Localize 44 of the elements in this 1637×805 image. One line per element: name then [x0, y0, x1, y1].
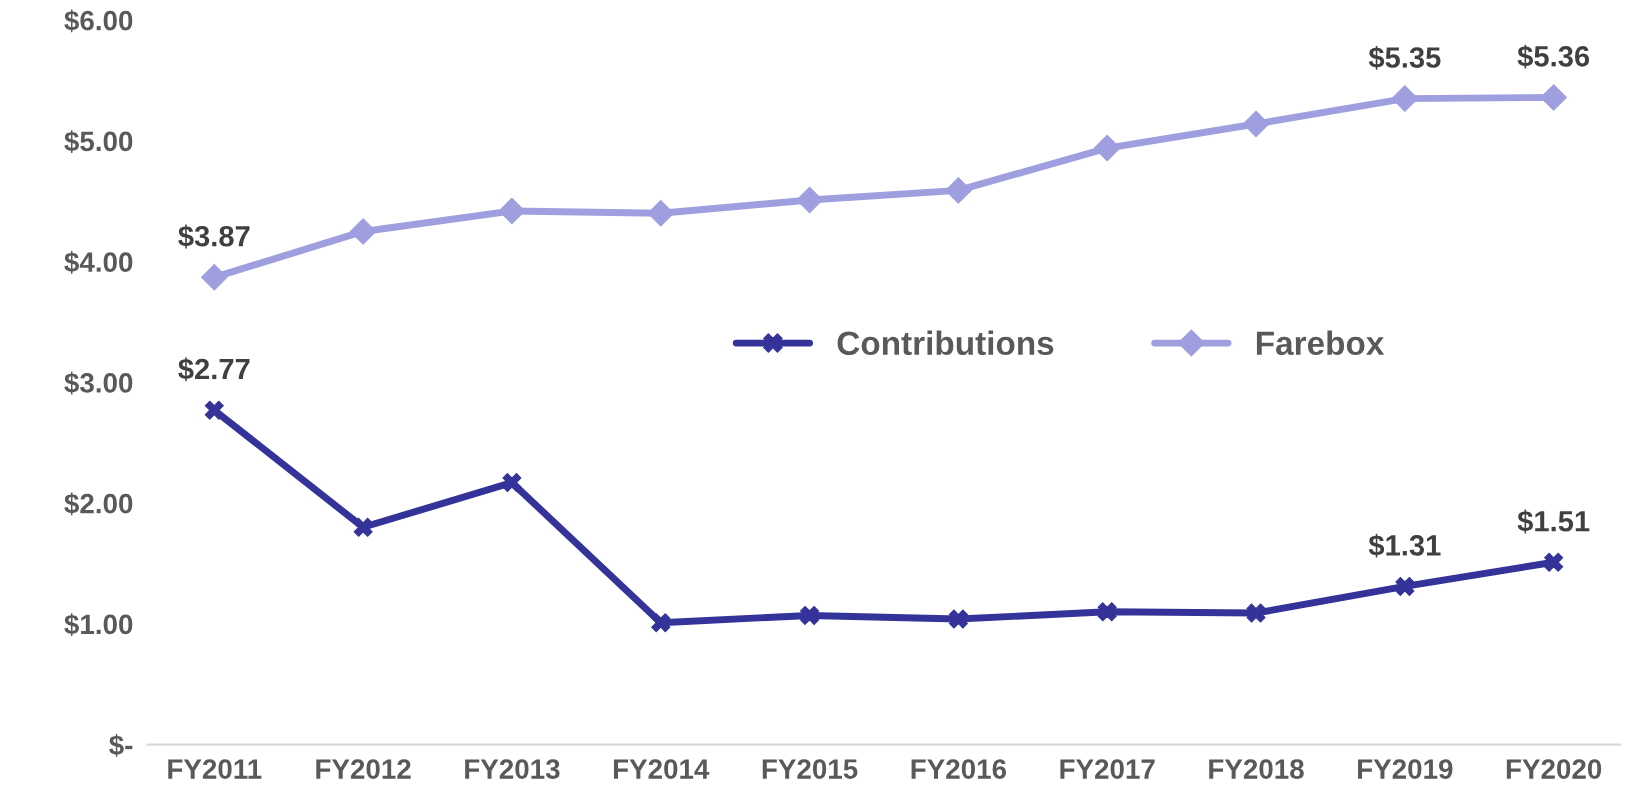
data-label: $1.31 — [1368, 533, 1441, 558]
point — [353, 517, 373, 537]
point — [1391, 85, 1419, 112]
x-tick-label: FY2018 — [1209, 759, 1304, 779]
x-tick-label: FY2020 — [1506, 759, 1602, 779]
x-tick-label: FY2017 — [1060, 759, 1155, 779]
data-label: $1.51 — [1517, 509, 1590, 534]
point — [796, 186, 823, 214]
data-label: $5.35 — [1368, 45, 1441, 70]
point — [800, 605, 820, 625]
point — [1246, 603, 1266, 623]
point — [502, 473, 522, 493]
point — [945, 177, 972, 204]
y-tick-label: $4.00 — [64, 251, 133, 274]
y-tick-label: $2.00 — [64, 492, 133, 516]
point — [1395, 576, 1415, 596]
x-tick-label: FY2019 — [1358, 759, 1453, 779]
point — [1242, 110, 1270, 138]
legend-label: Farebox — [1256, 330, 1385, 356]
x-tick-label: FY2013 — [465, 759, 560, 779]
x-tick-label: FY2015 — [762, 759, 858, 779]
y-tick-label: $- — [109, 734, 133, 757]
y-tick-label: $1.00 — [64, 613, 133, 636]
point — [349, 218, 377, 245]
point — [204, 400, 224, 420]
point — [201, 264, 228, 291]
data-label: $5.36 — [1517, 44, 1590, 69]
y-tick-label: $3.00 — [64, 371, 133, 395]
point — [1540, 84, 1567, 111]
x-tick-label: FY2016 — [911, 759, 1007, 779]
x-tick-label: FY2014 — [613, 759, 710, 779]
data-label: $3.87 — [178, 224, 250, 249]
y-tick-label: $6.00 — [64, 9, 133, 33]
point — [1097, 602, 1117, 622]
point — [1093, 134, 1121, 162]
point — [651, 613, 671, 633]
legend-label: Contributions — [837, 330, 1054, 356]
point — [1544, 552, 1564, 572]
x-tick-label: FY2012 — [316, 759, 411, 779]
data-label: $2.77 — [178, 357, 250, 382]
point — [647, 200, 675, 227]
x-tick-label: FY2011 — [168, 759, 262, 779]
y-tick-label: $5.00 — [64, 130, 133, 153]
point — [948, 609, 968, 629]
